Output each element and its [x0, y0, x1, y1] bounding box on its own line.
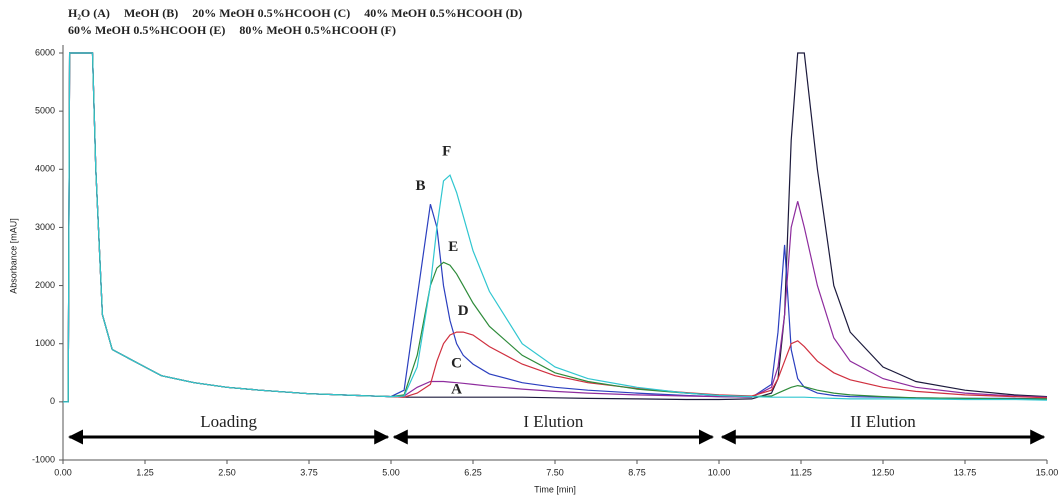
x-tick-label: 0.00	[54, 467, 72, 477]
x-tick-label: 1.25	[136, 467, 154, 477]
y-tick-label: 6000	[35, 47, 55, 57]
x-tick-label: 5.00	[382, 467, 400, 477]
y-tick-label: 3000	[35, 222, 55, 232]
region-label: Loading	[200, 412, 257, 431]
legend-entry: 80% MeOH 0.5%HCOOH (F)	[239, 23, 396, 37]
x-axis-title: Time [min]	[534, 484, 576, 494]
series-line	[63, 52, 1048, 403]
x-tick-label: 10.00	[708, 467, 731, 477]
peak-label: E	[448, 239, 458, 255]
x-tick-label: 11.25	[790, 467, 812, 477]
y-tick-label: 5000	[35, 106, 55, 116]
legend-entry: 60% MeOH 0.5%HCOOH (E)	[68, 23, 225, 37]
y-tick-label: 1000	[35, 338, 55, 348]
x-tick-label: 3.75	[300, 467, 318, 477]
peak-label: D	[458, 303, 469, 319]
legend-entry: 20% MeOH 0.5%HCOOH (C)	[192, 6, 350, 20]
x-tick-label: 8.75	[628, 467, 646, 477]
y-tick-label: 0	[50, 396, 55, 406]
series-line	[63, 52, 1048, 403]
legend-entry: 40% MeOH 0.5%HCOOH (D)	[364, 6, 522, 20]
y-tick-label: -1000	[32, 454, 55, 464]
legend-entry: MeOH (B)	[124, 6, 178, 20]
series-line	[63, 52, 1048, 403]
x-tick-label: 2.50	[218, 467, 236, 477]
peak-label: B	[416, 178, 426, 194]
region-label: I Elution	[523, 412, 583, 431]
series-line	[63, 52, 1048, 403]
peak-label: F	[442, 143, 451, 159]
legend-entry: H₂O (A)	[68, 6, 110, 20]
region-label: II Elution	[850, 412, 916, 431]
y-tick-label: 2000	[35, 280, 55, 290]
series-line	[63, 52, 1048, 403]
peak-label: A	[451, 382, 462, 398]
x-tick-label: 12.50	[872, 467, 895, 477]
series-line	[63, 52, 1047, 403]
y-axis-title: Absorbance [mAU]	[8, 218, 18, 294]
x-tick-label: 6.25	[464, 467, 482, 477]
x-tick-label: 15.00	[1036, 467, 1059, 477]
x-tick-label: 13.75	[954, 467, 977, 477]
x-tick-label: 7.50	[546, 467, 564, 477]
y-tick-label: 4000	[35, 164, 55, 174]
peak-label: C	[451, 356, 462, 372]
